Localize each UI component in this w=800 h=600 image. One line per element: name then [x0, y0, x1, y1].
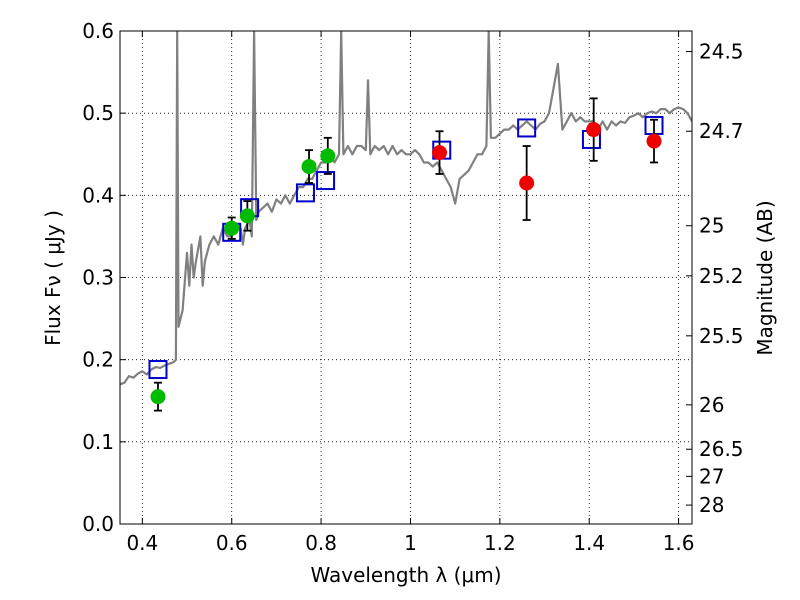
mag-tick-label: 25 [699, 214, 724, 238]
y2-axis-title: Magnitude (AB) [753, 200, 777, 355]
data-point [301, 159, 317, 175]
model-square [316, 171, 336, 191]
model-square [148, 360, 168, 380]
data-point [432, 145, 448, 161]
data-point [586, 122, 602, 138]
x-tick-label: 1.4 [573, 531, 605, 555]
mag-tick-label: 26.5 [699, 437, 744, 461]
y-tick-label: 0.3 [82, 266, 114, 290]
plot-area [120, 31, 692, 412]
x-tick-label: 1 [404, 531, 417, 555]
x-axis-title: Wavelength λ (μm) [310, 563, 501, 587]
x-tick-label: 1.2 [484, 531, 516, 555]
mag-tick-label: 28 [699, 493, 724, 517]
model-square [295, 183, 315, 203]
model-square [517, 118, 537, 138]
data-point [224, 220, 240, 236]
mag-tick-label: 26 [699, 393, 724, 417]
data-point [320, 148, 336, 164]
data-point [150, 389, 166, 405]
x-tick-label: 0.6 [216, 531, 248, 555]
mag-tick-label: 25.2 [699, 264, 744, 288]
marker-layer [148, 97, 664, 412]
data-point [519, 175, 535, 191]
y-axis-title: Flux Fν ( μJy ) [41, 210, 65, 346]
mag-tick-label: 25.5 [699, 324, 744, 348]
grid [120, 30, 692, 525]
data-point [239, 208, 255, 224]
mag-tick-label: 27 [699, 464, 724, 488]
data-point [646, 133, 662, 149]
y-tick-label: 0.4 [82, 183, 114, 207]
x-tick-label: 0.8 [305, 531, 337, 555]
x-tick-label: 0.4 [126, 531, 158, 555]
y-tick-label: 0.6 [82, 19, 114, 43]
y-tick-label: 0.5 [82, 101, 114, 125]
ticks: 0.4 0.6 0.8 1 1.2 1.4 1.6 0.0 0.1 0.2 0.3 0.4 0.5 0.6… [82, 19, 743, 555]
y-tick-label: 0.0 [82, 512, 114, 536]
mag-tick-label: 24.7 [699, 119, 744, 143]
axes-frame [119, 30, 693, 525]
spectrum-line [120, 31, 692, 386]
spectrum-layer [120, 31, 692, 386]
y-tick-label: 0.1 [82, 430, 114, 454]
y-tick-label: 0.2 [82, 348, 114, 372]
mag-tick-label: 24.5 [699, 40, 744, 64]
x-tick-label: 1.6 [663, 531, 695, 555]
